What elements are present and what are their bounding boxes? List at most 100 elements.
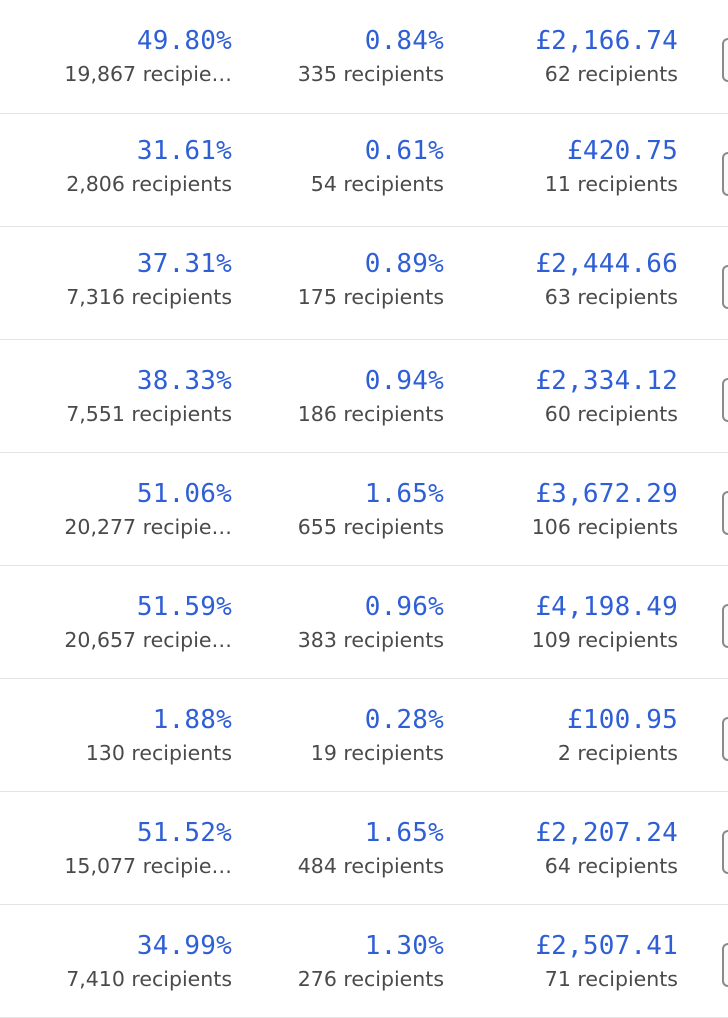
click-rate-cell: 0.96% 383 recipients bbox=[244, 592, 444, 653]
table-row[interactable]: 51.59% 20,657 recipie… 0.96% 383 recipie… bbox=[0, 566, 728, 679]
click-rate-value: 0.94% bbox=[364, 366, 444, 396]
click-rate-cell: 1.30% 276 recipients bbox=[244, 931, 444, 992]
revenue-cell: £100.95 2 recipients bbox=[458, 705, 678, 766]
revenue-recipients-count: 109 recipients bbox=[531, 628, 678, 652]
open-rate-cell: 49.80% 19,867 recipie… bbox=[12, 26, 232, 87]
table-row[interactable]: 34.99% 7,410 recipients 1.30% 276 recipi… bbox=[0, 905, 728, 1018]
revenue-recipients-count: 63 recipients bbox=[544, 285, 678, 309]
revenue-cell: £2,507.41 71 recipients bbox=[458, 931, 678, 992]
click-rate-cell: 1.65% 484 recipients bbox=[244, 818, 444, 879]
revenue-value: £2,507.41 bbox=[535, 931, 678, 961]
revenue-cell: £2,166.74 62 recipients bbox=[458, 26, 678, 87]
row-action-button[interactable] bbox=[722, 943, 728, 987]
click-rate-cell: 1.65% 655 recipients bbox=[244, 479, 444, 540]
open-rate-cell: 34.99% 7,410 recipients bbox=[12, 931, 232, 992]
click-rate-cell: 0.28% 19 recipients bbox=[244, 705, 444, 766]
click-rate-value: 0.84% bbox=[364, 26, 444, 56]
table-row[interactable]: 37.31% 7,316 recipients 0.89% 175 recipi… bbox=[0, 227, 728, 340]
revenue-recipients-count: 11 recipients bbox=[544, 172, 678, 196]
open-rate-value: 38.33% bbox=[136, 366, 232, 396]
open-rate-cell: 38.33% 7,551 recipients bbox=[12, 366, 232, 427]
revenue-cell: £2,334.12 60 recipients bbox=[458, 366, 678, 427]
revenue-value: £2,444.66 bbox=[535, 249, 678, 279]
revenue-cell: £3,672.29 106 recipients bbox=[458, 479, 678, 540]
table-row[interactable]: 51.52% 15,077 recipie… 1.65% 484 recipie… bbox=[0, 792, 728, 905]
click-rate-value: 0.89% bbox=[364, 249, 444, 279]
click-rate-cell: 0.61% 54 recipients bbox=[244, 136, 444, 197]
revenue-recipients-count: 60 recipients bbox=[544, 402, 678, 426]
click-rate-value: 0.61% bbox=[364, 136, 444, 166]
revenue-recipients-count: 64 recipients bbox=[544, 854, 678, 878]
click-recipients-count: 175 recipients bbox=[297, 285, 444, 309]
open-recipients-count: 130 recipients bbox=[85, 741, 232, 765]
click-recipients-count: 383 recipients bbox=[297, 628, 444, 652]
click-recipients-count: 484 recipients bbox=[297, 854, 444, 878]
click-rate-value: 1.30% bbox=[364, 931, 444, 961]
row-action-button[interactable] bbox=[722, 717, 728, 761]
row-action-button[interactable] bbox=[722, 265, 728, 309]
click-rate-cell: 0.94% 186 recipients bbox=[244, 366, 444, 427]
open-recipients-count: 7,410 recipients bbox=[66, 967, 232, 991]
table-row[interactable]: 1.88% 130 recipients 0.28% 19 recipients… bbox=[0, 679, 728, 792]
row-action-button[interactable] bbox=[722, 38, 728, 82]
open-rate-cell: 1.88% 130 recipients bbox=[12, 705, 232, 766]
click-rate-cell: 0.84% 335 recipients bbox=[244, 26, 444, 87]
click-rate-value: 0.28% bbox=[364, 705, 444, 735]
revenue-cell: £2,207.24 64 recipients bbox=[458, 818, 678, 879]
open-rate-value: 51.52% bbox=[136, 818, 232, 848]
revenue-value: £100.95 bbox=[567, 705, 678, 735]
row-action-button[interactable] bbox=[722, 830, 728, 874]
open-recipients-count: 7,316 recipients bbox=[66, 285, 232, 309]
revenue-cell: £420.75 11 recipients bbox=[458, 136, 678, 197]
revenue-value: £4,198.49 bbox=[535, 592, 678, 622]
row-action-button[interactable] bbox=[722, 604, 728, 648]
open-recipients-count: 15,077 recipie… bbox=[64, 854, 232, 878]
open-rate-cell: 37.31% 7,316 recipients bbox=[12, 249, 232, 310]
revenue-recipients-count: 62 recipients bbox=[544, 62, 678, 86]
click-recipients-count: 54 recipients bbox=[310, 172, 444, 196]
revenue-value: £2,207.24 bbox=[535, 818, 678, 848]
open-rate-value: 51.06% bbox=[136, 479, 232, 509]
open-recipients-count: 7,551 recipients bbox=[66, 402, 232, 426]
revenue-recipients-count: 71 recipients bbox=[544, 967, 678, 991]
open-recipients-count: 20,277 recipie… bbox=[64, 515, 232, 539]
open-rate-value: 1.88% bbox=[152, 705, 232, 735]
click-recipients-count: 19 recipients bbox=[310, 741, 444, 765]
table-row[interactable]: 49.80% 19,867 recipie… 0.84% 335 recipie… bbox=[0, 0, 728, 114]
open-rate-value: 51.59% bbox=[136, 592, 232, 622]
revenue-cell: £4,198.49 109 recipients bbox=[458, 592, 678, 653]
open-rate-value: 37.31% bbox=[136, 249, 232, 279]
revenue-value: £2,334.12 bbox=[535, 366, 678, 396]
open-rate-cell: 51.52% 15,077 recipie… bbox=[12, 818, 232, 879]
table-row[interactable]: 51.06% 20,277 recipie… 1.65% 655 recipie… bbox=[0, 453, 728, 566]
revenue-value: £3,672.29 bbox=[535, 479, 678, 509]
row-action-button[interactable] bbox=[722, 152, 728, 196]
open-rate-value: 31.61% bbox=[136, 136, 232, 166]
click-rate-value: 0.96% bbox=[364, 592, 444, 622]
revenue-value: £2,166.74 bbox=[535, 26, 678, 56]
revenue-value: £420.75 bbox=[567, 136, 678, 166]
click-recipients-count: 335 recipients bbox=[297, 62, 444, 86]
open-rate-cell: 51.59% 20,657 recipie… bbox=[12, 592, 232, 653]
click-recipients-count: 276 recipients bbox=[297, 967, 444, 991]
open-rate-cell: 51.06% 20,277 recipie… bbox=[12, 479, 232, 540]
revenue-recipients-count: 106 recipients bbox=[531, 515, 678, 539]
click-rate-cell: 0.89% 175 recipients bbox=[244, 249, 444, 310]
open-rate-cell: 31.61% 2,806 recipients bbox=[12, 136, 232, 197]
table-row[interactable]: 38.33% 7,551 recipients 0.94% 186 recipi… bbox=[0, 340, 728, 453]
click-recipients-count: 655 recipients bbox=[297, 515, 444, 539]
open-recipients-count: 2,806 recipients bbox=[66, 172, 232, 196]
open-rate-value: 34.99% bbox=[136, 931, 232, 961]
open-rate-value: 49.80% bbox=[136, 26, 232, 56]
revenue-recipients-count: 2 recipients bbox=[557, 741, 678, 765]
open-recipients-count: 20,657 recipie… bbox=[64, 628, 232, 652]
row-action-button[interactable] bbox=[722, 378, 728, 422]
open-recipients-count: 19,867 recipie… bbox=[64, 62, 232, 86]
click-recipients-count: 186 recipients bbox=[297, 402, 444, 426]
click-rate-value: 1.65% bbox=[364, 818, 444, 848]
row-action-button[interactable] bbox=[722, 491, 728, 535]
revenue-cell: £2,444.66 63 recipients bbox=[458, 249, 678, 310]
click-rate-value: 1.65% bbox=[364, 479, 444, 509]
table-row[interactable]: 31.61% 2,806 recipients 0.61% 54 recipie… bbox=[0, 114, 728, 227]
